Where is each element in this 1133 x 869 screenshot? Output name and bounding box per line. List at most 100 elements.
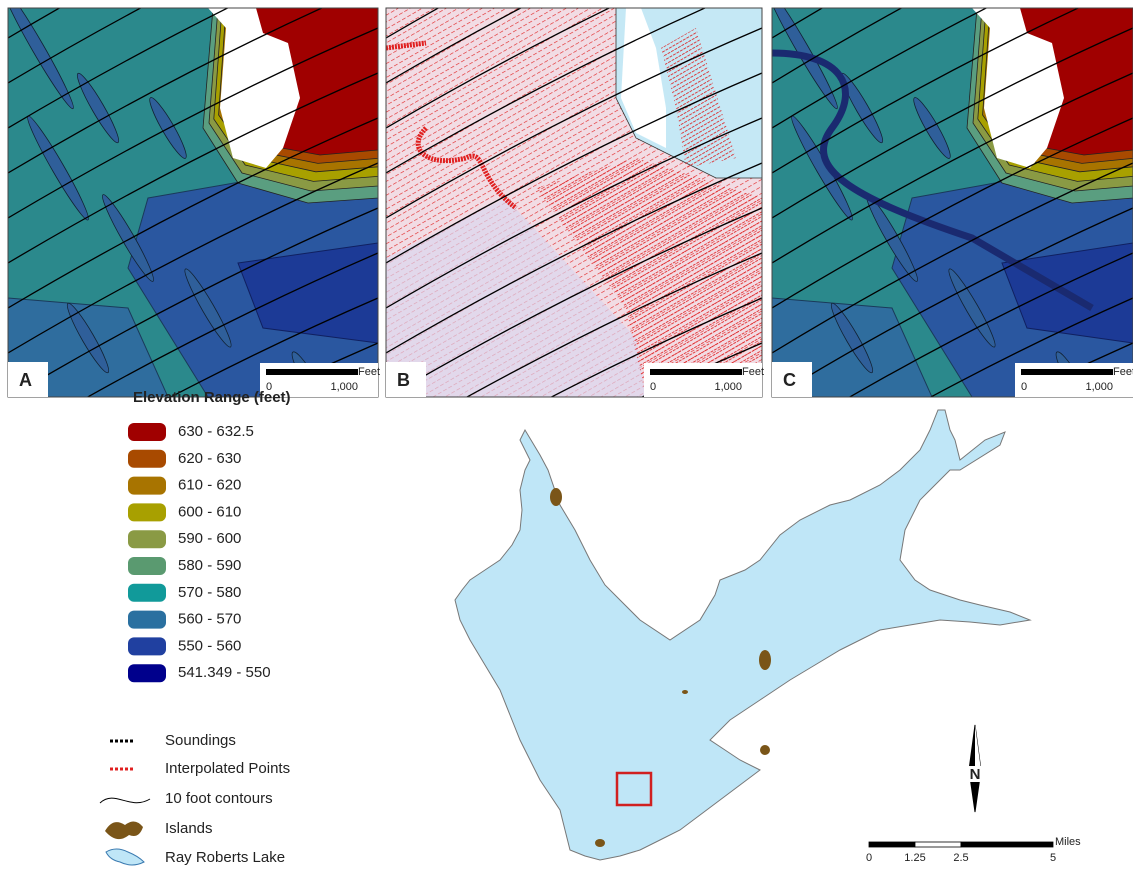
shoal <box>8 8 74 110</box>
shoal <box>772 8 838 110</box>
scale-bar <box>868 841 916 848</box>
interpolated-dense <box>661 28 736 168</box>
sounding-line <box>772 72 1133 264</box>
sounding-line <box>386 8 611 129</box>
panel-content <box>386 8 762 397</box>
island <box>595 839 605 847</box>
north-arrow <box>975 725 981 770</box>
sounding-line <box>386 117 762 309</box>
panel-border <box>385 7 763 398</box>
scale-unit: Feet <box>358 366 380 378</box>
legend-swatch <box>128 449 166 468</box>
legend-label: 541.349 - 550 <box>178 664 271 681</box>
island <box>759 650 771 670</box>
sounding-line <box>848 252 1133 397</box>
sounding-line <box>8 8 143 84</box>
scale-bar <box>960 841 1054 848</box>
map-panel: C Feet 0 1,000 <box>771 7 1133 398</box>
legend-label: 570 - 580 <box>178 584 241 601</box>
study-area <box>615 771 653 807</box>
sounding-line <box>8 27 378 219</box>
sounding-line <box>8 117 378 309</box>
panel-label: B <box>397 370 410 390</box>
north-bg <box>967 766 983 782</box>
sounding-line <box>465 252 762 397</box>
scale-bar <box>650 369 742 375</box>
map-panel: B Feet 0 1,000 <box>385 7 764 398</box>
scale-tick-label: 0 <box>1021 381 1027 393</box>
overview-map: N Miles 0 1.25 2.5 5 <box>454 409 1081 864</box>
sounding-line <box>772 8 903 84</box>
sounding-line <box>8 162 378 354</box>
label-box <box>386 362 426 397</box>
scale-bar <box>914 841 962 848</box>
legend-label: 10 foot contours <box>165 790 273 807</box>
panel-border <box>7 7 379 398</box>
island <box>550 488 562 506</box>
sounding-line <box>386 8 707 174</box>
legend-label: 630 - 632.5 <box>178 423 254 440</box>
island-symbol <box>105 821 143 840</box>
scale-tick-label: 0 <box>866 852 872 864</box>
sounding-line <box>772 8 1080 174</box>
sounding-line <box>8 8 61 39</box>
sounding-line <box>772 162 1133 354</box>
panel-border <box>771 7 1133 398</box>
legend-label: Soundings <box>165 732 236 749</box>
legend-label: 560 - 570 <box>178 611 241 628</box>
lake-symbol <box>105 848 145 866</box>
interpolated-area <box>386 198 646 397</box>
contour-symbol <box>99 797 151 804</box>
sounding-line <box>386 162 762 354</box>
sounding-line <box>772 27 1133 219</box>
scale-unit: Feet <box>742 366 764 378</box>
legend-swatch <box>128 476 166 495</box>
scale-tick-label: 1,000 <box>1085 381 1113 393</box>
island <box>760 745 770 755</box>
scale-tick-label: 0 <box>650 381 656 393</box>
legend-label: 610 - 620 <box>178 477 241 494</box>
panel-content <box>8 8 378 397</box>
land <box>621 8 666 148</box>
sounding-line <box>8 207 378 397</box>
scale-box <box>260 363 378 397</box>
interpolated-dense <box>536 158 762 397</box>
shoal <box>66 302 110 374</box>
scale-tick-label: 0 <box>266 381 272 393</box>
legend-label: 550 - 560 <box>178 637 241 654</box>
sounding-line <box>386 72 762 264</box>
scale-tick-label: 1.25 <box>904 852 925 864</box>
shoal <box>102 194 154 282</box>
legend-swatch <box>128 637 166 656</box>
sounding-line <box>8 72 378 264</box>
sounding-line <box>8 8 324 174</box>
scale-box <box>644 363 762 397</box>
sounding-line <box>772 207 1133 397</box>
channel <box>772 49 1094 312</box>
sounding-line <box>772 8 988 129</box>
island <box>682 690 688 694</box>
land <box>8 8 300 168</box>
legend-swatch <box>128 557 166 575</box>
legend-swatch <box>128 503 166 522</box>
scale-unit: Feet <box>1113 366 1133 378</box>
panel-content <box>772 8 1133 397</box>
panels: A Feet 0 1,000 B Feet 0 1,000 C Feet 0 1,000 <box>7 7 1133 398</box>
land <box>772 8 1064 168</box>
legend-swatch <box>128 530 166 549</box>
sounding-line <box>386 8 523 84</box>
shoal <box>830 302 874 374</box>
interpolated-track <box>386 40 518 210</box>
shoal <box>948 268 996 348</box>
legend-swatch <box>128 583 166 602</box>
panel-label: C <box>783 370 796 390</box>
shoal <box>76 72 120 144</box>
legend: Elevation Range (feet) 630 - 632.5 620 - 6… <box>99 389 291 866</box>
scale-bar <box>1021 369 1113 375</box>
legend-label: Interpolated Points <box>165 760 290 777</box>
lake <box>454 409 1032 861</box>
sounding-line <box>772 8 824 39</box>
sounding-line <box>8 8 230 129</box>
legend-swatch <box>128 610 166 629</box>
